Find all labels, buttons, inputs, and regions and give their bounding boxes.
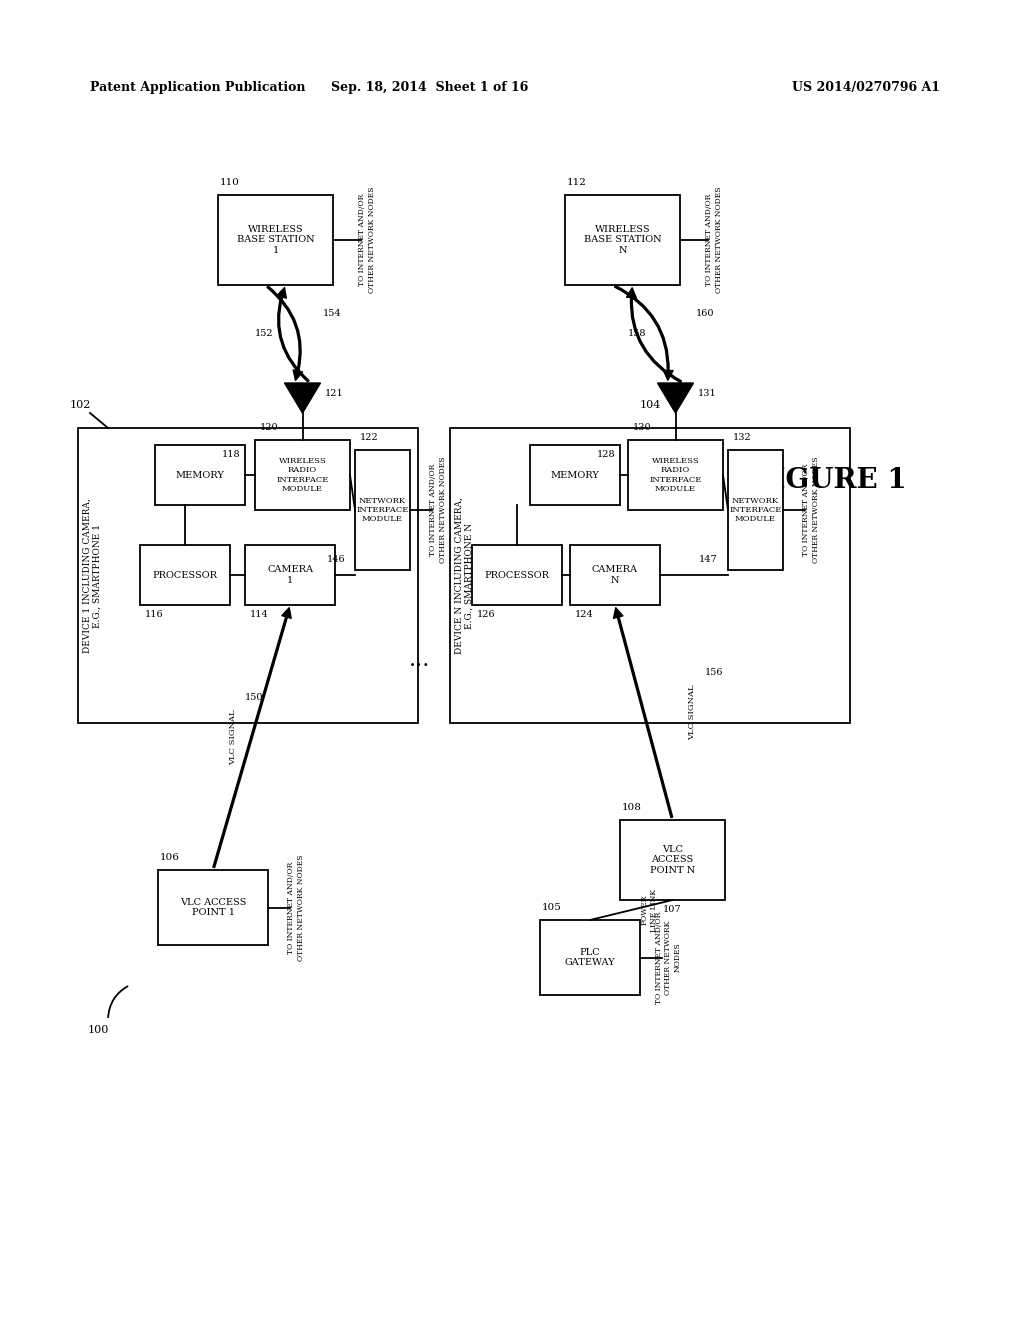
Text: 118: 118	[221, 450, 240, 459]
Text: 131: 131	[697, 388, 716, 397]
Bar	[728, 450, 783, 570]
Text: 146: 146	[327, 556, 345, 565]
Text: PROCESSOR: PROCESSOR	[484, 570, 550, 579]
Polygon shape	[657, 383, 693, 413]
Text: CAMERA
1: CAMERA 1	[267, 565, 313, 585]
Bar	[140, 545, 230, 605]
Text: 110: 110	[220, 178, 240, 187]
Text: CAMERA
N: CAMERA N	[592, 565, 638, 585]
Text: 105: 105	[542, 903, 562, 912]
Text: 112: 112	[567, 178, 587, 187]
Text: TO INTERNET AND/OR
OTHER NETWORK NODES: TO INTERNET AND/OR OTHER NETWORK NODES	[288, 854, 304, 961]
Text: WIRELESS
BASE STATION
N: WIRELESS BASE STATION N	[584, 226, 662, 255]
Text: VLC SIGNAL: VLC SIGNAL	[229, 710, 237, 766]
Text: POWER
LINE LINK: POWER LINE LINK	[641, 888, 657, 932]
Text: 150: 150	[245, 693, 263, 702]
Bar	[628, 440, 723, 510]
Text: DEVICE 1 INCLUDING CAMERA,
E.G., SMARTPHONE 1: DEVICE 1 INCLUDING CAMERA, E.G., SMARTPH…	[82, 498, 101, 653]
Text: 122: 122	[360, 433, 379, 442]
Text: FIGURE 1: FIGURE 1	[754, 466, 907, 494]
Text: WIRELESS
RADIO
INTERFACE
MODULE: WIRELESS RADIO INTERFACE MODULE	[276, 457, 329, 492]
Bar	[245, 545, 335, 605]
Text: TO INTERNET AND/OR
OTHER NETWORK NODES: TO INTERNET AND/OR OTHER NETWORK NODES	[358, 186, 376, 293]
Bar	[450, 428, 850, 723]
Text: 116: 116	[145, 610, 164, 619]
Bar	[530, 445, 620, 506]
Text: 147: 147	[699, 556, 718, 565]
Text: TO INTERNET AND/OR
OTHER NETWORK
NODES: TO INTERNET AND/OR OTHER NETWORK NODES	[654, 911, 681, 1003]
Text: 156: 156	[705, 668, 723, 677]
Text: 152: 152	[255, 330, 273, 338]
Text: 106: 106	[160, 853, 180, 862]
Text: VLC
ACCESS
POINT N: VLC ACCESS POINT N	[650, 845, 695, 875]
Text: 128: 128	[596, 450, 615, 459]
Text: 124: 124	[575, 610, 594, 619]
Text: 121: 121	[325, 388, 343, 397]
Text: Sep. 18, 2014  Sheet 1 of 16: Sep. 18, 2014 Sheet 1 of 16	[332, 82, 528, 95]
Bar	[620, 820, 725, 900]
Text: 158: 158	[629, 330, 647, 338]
Bar	[255, 440, 350, 510]
Bar	[540, 920, 640, 995]
Text: 130: 130	[633, 422, 651, 432]
Text: 108: 108	[622, 803, 642, 812]
Text: 107: 107	[664, 906, 682, 915]
Text: WIRELESS
RADIO
INTERFACE
MODULE: WIRELESS RADIO INTERFACE MODULE	[649, 457, 701, 492]
Text: US 2014/0270796 A1: US 2014/0270796 A1	[792, 82, 940, 95]
Text: TO INTERNET AND/OR
OTHER NETWORK NODES: TO INTERNET AND/OR OTHER NETWORK NODES	[429, 457, 446, 564]
Text: VLC SIGNAL: VLC SIGNAL	[688, 685, 696, 741]
Text: TO INTERNET AND/OR
OTHER NETWORK NODES: TO INTERNET AND/OR OTHER NETWORK NODES	[803, 457, 819, 564]
FancyArrowPatch shape	[276, 288, 309, 381]
Text: 104: 104	[639, 400, 660, 411]
Bar	[472, 545, 562, 605]
Text: TO INTERNET AND/OR
OTHER NETWORK NODES: TO INTERNET AND/OR OTHER NETWORK NODES	[706, 186, 723, 293]
Text: 160: 160	[696, 309, 715, 318]
Text: WIRELESS
BASE STATION
1: WIRELESS BASE STATION 1	[237, 226, 314, 255]
Bar	[355, 450, 410, 570]
Bar	[218, 195, 333, 285]
Text: 114: 114	[250, 610, 268, 619]
Text: VLC ACCESS
POINT 1: VLC ACCESS POINT 1	[180, 898, 246, 917]
Text: NETWORK
INTERFACE
MODULE: NETWORK INTERFACE MODULE	[729, 496, 781, 523]
Text: PLC
GATEWAY: PLC GATEWAY	[564, 948, 615, 968]
Text: 120: 120	[260, 422, 279, 432]
Text: MEMORY: MEMORY	[175, 470, 224, 479]
Text: 102: 102	[70, 400, 91, 411]
FancyArrowPatch shape	[613, 607, 673, 817]
Bar	[565, 195, 680, 285]
Text: PROCESSOR: PROCESSOR	[153, 570, 217, 579]
FancyArrowPatch shape	[627, 288, 682, 383]
Bar	[155, 445, 245, 506]
FancyArrowPatch shape	[267, 286, 303, 380]
Text: 126: 126	[477, 610, 496, 619]
Bar	[158, 870, 268, 945]
Bar	[570, 545, 660, 605]
FancyArrowPatch shape	[614, 285, 673, 380]
FancyArrowPatch shape	[213, 607, 291, 867]
Text: ...: ...	[410, 649, 431, 671]
Polygon shape	[285, 383, 321, 413]
Text: NETWORK
INTERFACE
MODULE: NETWORK INTERFACE MODULE	[356, 496, 409, 523]
Text: Patent Application Publication: Patent Application Publication	[90, 82, 305, 95]
Text: 132: 132	[733, 433, 752, 442]
Text: MEMORY: MEMORY	[551, 470, 599, 479]
Bar	[78, 428, 418, 723]
Text: DEVICE N INCLUDING CAMERA,
E.G., SMARTPHONE N: DEVICE N INCLUDING CAMERA, E.G., SMARTPH…	[455, 498, 474, 653]
Text: 154: 154	[324, 309, 342, 318]
Text: 100: 100	[87, 1026, 109, 1035]
